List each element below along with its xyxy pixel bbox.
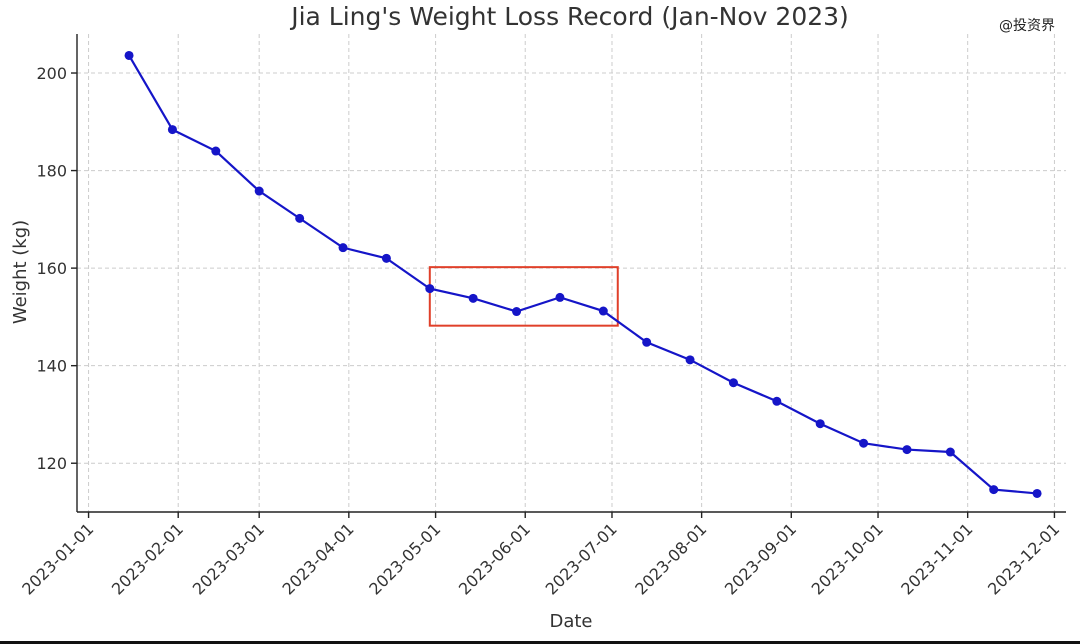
x-tick-label: 2023-09-01	[721, 519, 800, 598]
x-tick-label: 2023-10-01	[808, 519, 887, 598]
y-tick-label: 160	[36, 259, 67, 278]
highlight-box	[428, 266, 619, 327]
y-tick-label: 120	[36, 454, 67, 473]
axes-layer	[71, 34, 1066, 518]
weight-data-point	[685, 355, 695, 365]
x-tick-label: 2023-11-01	[897, 519, 976, 598]
x-tick-label: 2023-01-01	[18, 519, 97, 598]
weight-data-point	[1032, 488, 1042, 498]
x-tick-label: 2023-06-01	[455, 519, 534, 598]
weight-data-point	[945, 447, 955, 457]
weight-data-point	[338, 243, 348, 253]
x-tick-label: 2023-05-01	[365, 519, 444, 598]
x-tick-label: 2023-08-01	[631, 519, 710, 598]
weight-data-point	[859, 438, 869, 448]
y-tick-label: 200	[36, 64, 67, 83]
x-tick-label: 2023-04-01	[278, 519, 357, 598]
weight-data-point	[124, 50, 134, 60]
weight-data-point	[167, 125, 177, 135]
watermark-text: @投资界	[999, 18, 1055, 34]
weight-data-point	[989, 485, 999, 495]
tick-label-layer: 2023-01-01 2023-02-01 2023-03-01 2023-04-01…	[18, 64, 1063, 599]
weight-data-point	[211, 146, 221, 156]
bottom-border	[0, 641, 1080, 644]
grid-layer	[77, 34, 1066, 512]
y-axis-label: Weight (kg)	[10, 220, 31, 324]
weight-data-point	[254, 186, 264, 196]
weight-data-point	[468, 293, 478, 303]
weight-data-point	[902, 445, 912, 455]
weight-data-point	[555, 292, 565, 302]
weight-data-point	[512, 307, 522, 317]
series-layer	[124, 50, 1042, 498]
x-tick-label: 2023-02-01	[108, 519, 187, 598]
chart-title: Jia Ling's Weight Loss Record (Jan-Nov 2…	[289, 2, 849, 31]
weight-series-line	[128, 54, 1038, 495]
x-axis-label: Date	[549, 611, 592, 632]
weight-data-point	[728, 378, 738, 388]
weight-data-point	[381, 253, 391, 263]
weight-data-point	[425, 284, 435, 294]
y-tick-label: 140	[36, 357, 67, 376]
weight-data-point	[772, 396, 782, 406]
highlight-layer	[428, 266, 619, 327]
weight-data-point	[598, 306, 608, 316]
weight-data-point	[642, 337, 652, 347]
weight-data-point	[815, 419, 825, 429]
x-tick-label: 2023-07-01	[542, 519, 621, 598]
x-tick-label: 2023-03-01	[189, 519, 268, 598]
y-tick-label: 180	[36, 162, 67, 181]
weight-data-point	[295, 213, 305, 223]
x-tick-label: 2023-12-01	[984, 519, 1063, 598]
